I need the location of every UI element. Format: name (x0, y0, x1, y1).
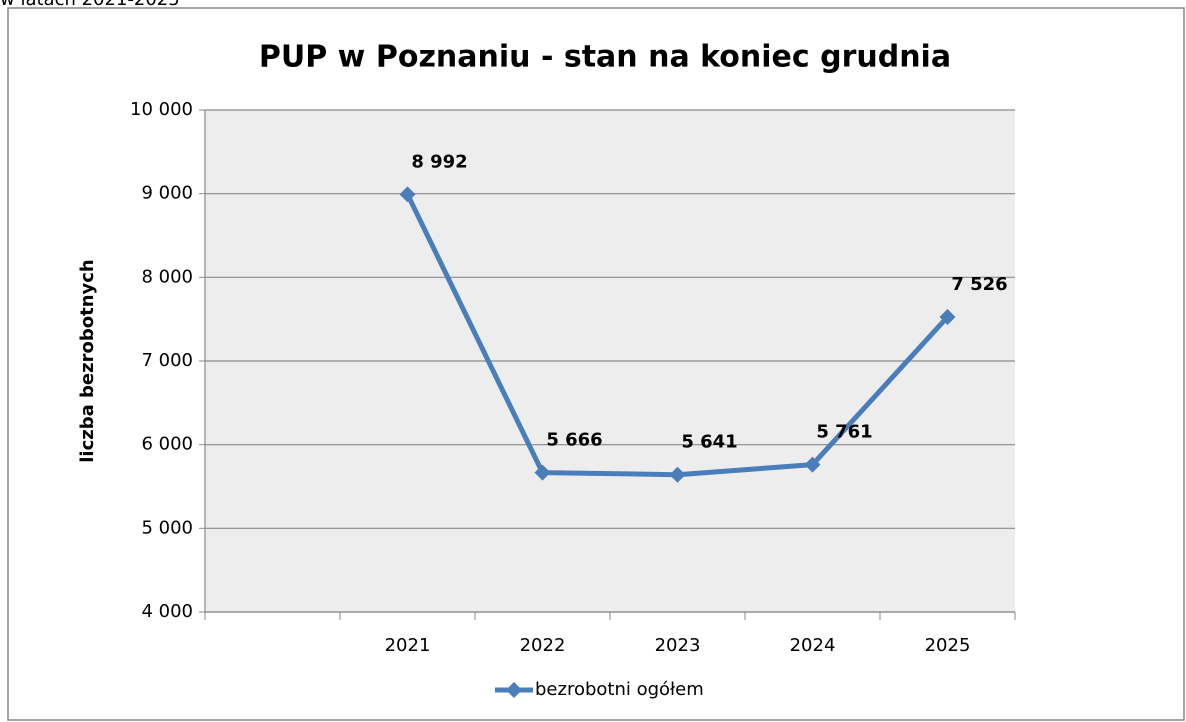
caption: w latach 2021-2025 (0, 0, 180, 10)
marker (534, 464, 551, 481)
marker (939, 308, 956, 325)
x-tick-label: 2021 (385, 635, 431, 656)
x-tick-label: 2022 (520, 635, 566, 656)
data-label: 8 992 (411, 151, 467, 172)
x-tick-label: 2023 (655, 635, 701, 656)
y-tick-label: 4 000 (141, 601, 193, 622)
marker (669, 466, 686, 483)
data-label: 7 526 (951, 274, 1007, 295)
data-label: 5 761 (816, 422, 872, 443)
marker (804, 456, 821, 473)
y-tick-label: 7 000 (141, 350, 193, 371)
data-label: 5 641 (681, 432, 737, 453)
marker (399, 186, 416, 203)
legend-marker (506, 682, 522, 698)
x-tick-label: 2025 (925, 635, 971, 656)
y-tick-label: 6 000 (141, 434, 193, 455)
y-axis-label: liczba bezrobotnych (77, 259, 98, 462)
data-label: 5 666 (546, 430, 602, 451)
legend-label: bezrobotni ogółem (535, 679, 704, 700)
chart-title: PUP w Poznaniu - stan na koniec grudnia (259, 40, 951, 75)
x-tick-label: 2024 (790, 635, 836, 656)
y-tick-label: 10 000 (130, 99, 193, 120)
y-tick-label: 5 000 (141, 517, 193, 538)
y-tick-label: 8 000 (141, 266, 193, 287)
y-tick-label: 9 000 (141, 183, 193, 204)
